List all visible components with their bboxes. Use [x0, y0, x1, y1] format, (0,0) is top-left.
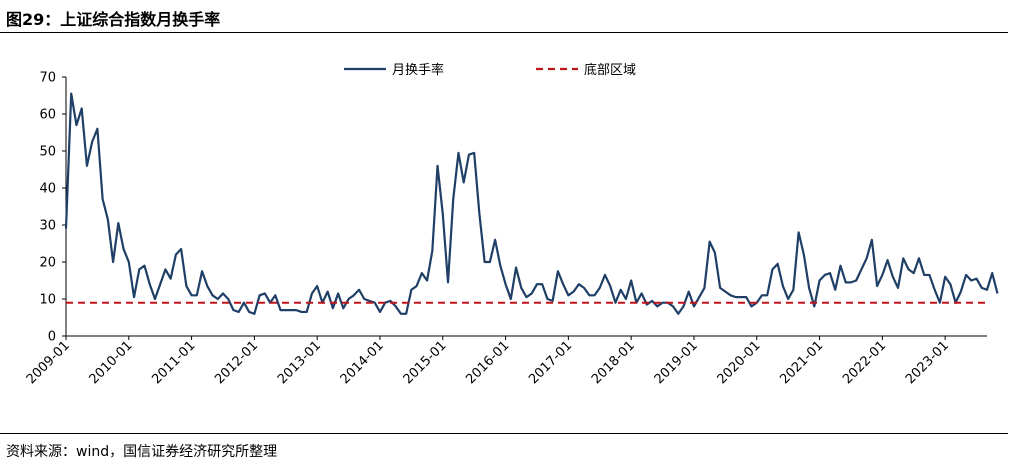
y-tick-label: 60 [39, 108, 56, 123]
x-tick-label: 2011-01 [149, 338, 198, 387]
series-layer [64, 92, 999, 315]
x-tick-label: 2022-01 [840, 338, 889, 387]
x-tick-label: 2015-01 [401, 338, 450, 387]
x-tick-label: 2009-01 [24, 338, 73, 387]
x-tick-label: 2017-01 [526, 338, 575, 387]
y-tick-label: 50 [39, 145, 56, 160]
x-tick-label: 2014-01 [338, 338, 387, 387]
y-tick-label: 30 [39, 219, 56, 234]
x-tick-label: 2021-01 [777, 338, 826, 387]
legend-item-bottom-zone-label: 底部区域 [584, 62, 636, 78]
turnover-series-line [64, 92, 999, 315]
y-tick-label: 70 [39, 71, 56, 86]
x-tick-label: 2018-01 [589, 338, 638, 387]
x-tick-label: 2013-01 [275, 338, 324, 387]
y-axis: 0 10 20 30 40 50 60 70 [39, 71, 67, 345]
turnover-line-chart: 0 10 20 30 40 50 60 70 2009-01 2010-01 2011-01 201… [24, 62, 999, 387]
x-tick-label: 2012-01 [212, 338, 261, 387]
x-tick-label: 2023-01 [903, 338, 952, 387]
y-tick-label: 0 [48, 330, 56, 345]
legend-item-turnover-label: 月换手率 [392, 62, 444, 78]
x-tick-label: 2020-01 [715, 338, 764, 387]
figure-title: 图29：上证综合指数月换手率 [6, 10, 221, 29]
source-note: 资料来源：wind，国信证券经济研究所整理 [6, 444, 278, 460]
y-tick-label: 40 [39, 182, 56, 197]
x-axis: 2009-01 2010-01 2011-01 2012-01 2013-01 2014-… [24, 335, 987, 387]
x-tick-label: 2019-01 [652, 338, 701, 387]
x-tick-label: 2016-01 [463, 338, 512, 387]
top-divider [0, 32, 1008, 33]
bottom-divider [0, 433, 1008, 434]
y-tick-label: 20 [39, 256, 56, 271]
y-tick-label: 10 [39, 293, 56, 308]
legend: 月换手率 底部区域 [344, 62, 636, 78]
x-tick-label: 2010-01 [87, 338, 136, 387]
